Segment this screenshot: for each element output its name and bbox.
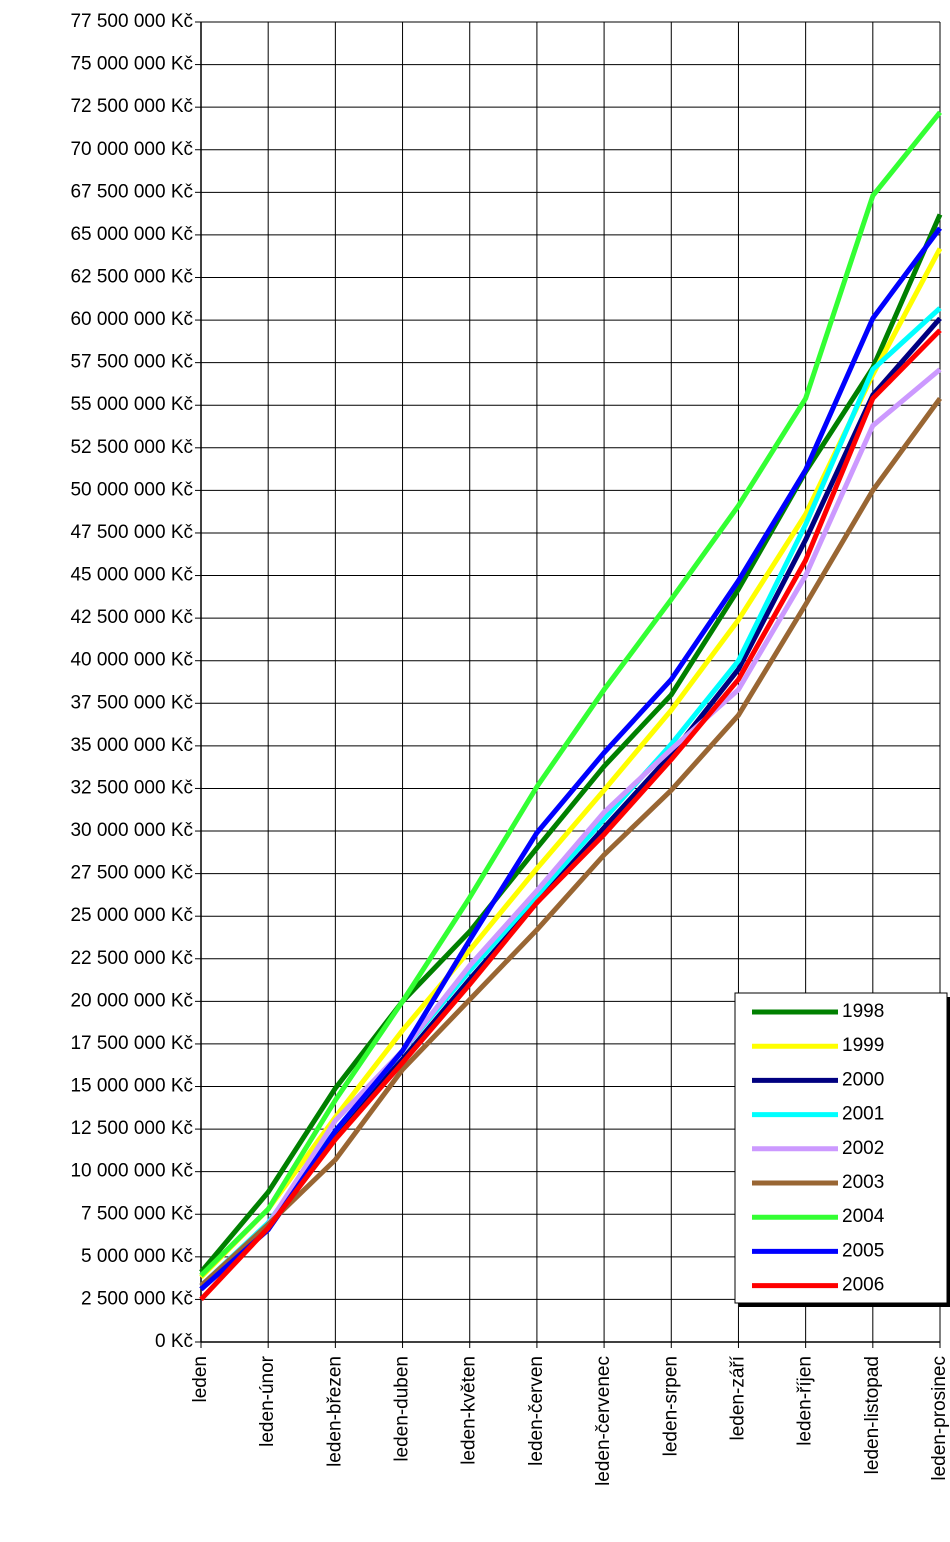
legend-label: 1999 <box>842 1035 884 1056</box>
series-line <box>199 396 943 1288</box>
legend-label: 1998 <box>842 1001 884 1022</box>
x-tick-label: leden-červen <box>526 1356 547 1466</box>
y-tick-label: 75 000 000 Kč <box>70 54 193 75</box>
y-tick-label: 5 000 000 Kč <box>81 1246 193 1267</box>
y-tick-label: 57 500 000 Kč <box>70 352 193 373</box>
legend-label: 2000 <box>842 1069 884 1090</box>
y-tick-label: 0 Kč <box>155 1331 193 1352</box>
legend-label: 2002 <box>842 1138 884 1159</box>
y-tick-label: 40 000 000 Kč <box>70 650 193 671</box>
y-tick-label: 27 500 000 Kč <box>70 863 193 884</box>
y-tick-label: 10 000 000 Kč <box>70 1161 193 1182</box>
x-tick-label: leden-březen <box>324 1356 345 1467</box>
y-tick-label: 65 000 000 Kč <box>70 224 193 245</box>
x-tick-label: leden-červenec <box>593 1356 614 1486</box>
x-tick-label: leden-říjen <box>795 1356 816 1446</box>
y-tick-label: 70 000 000 Kč <box>70 139 193 160</box>
y-tick-label: 42 500 000 Kč <box>70 607 193 628</box>
y-tick-label: 22 500 000 Kč <box>70 948 193 969</box>
y-tick-label: 50 000 000 Kč <box>70 479 193 500</box>
y-tick-label: 60 000 000 Kč <box>70 309 193 330</box>
legend-label: 2006 <box>842 1275 884 1296</box>
y-tick-label: 25 000 000 Kč <box>70 905 193 926</box>
y-tick-label: 55 000 000 Kč <box>70 394 193 415</box>
y-tick-label: 35 000 000 Kč <box>70 735 193 756</box>
x-tick-label: leden <box>190 1356 211 1403</box>
y-tick-label: 30 000 000 Kč <box>70 820 193 841</box>
y-tick-label: 20 000 000 Kč <box>70 990 193 1011</box>
y-tick-label: 32 500 000 Kč <box>70 777 193 798</box>
y-tick-label: 47 500 000 Kč <box>70 522 193 543</box>
x-tick-label: leden-květen <box>459 1356 480 1465</box>
y-tick-label: 15 000 000 Kč <box>70 1076 193 1097</box>
y-tick-label: 2 500 000 Kč <box>81 1288 193 1309</box>
legend-label: 2005 <box>842 1240 884 1261</box>
x-tick-label: leden-září <box>727 1355 748 1440</box>
y-tick-label: 72 500 000 Kč <box>70 96 193 117</box>
x-tick-label: leden-únor <box>257 1355 278 1447</box>
series-line <box>199 226 943 1292</box>
series-line <box>199 328 942 1302</box>
series-line <box>199 247 943 1280</box>
y-tick-label: 77 500 000 Kč <box>70 11 193 32</box>
y-tick-label: 67 500 000 Kč <box>70 181 193 202</box>
y-tick-label: 7 500 000 Kč <box>81 1203 193 1224</box>
x-tick-label: leden-duben <box>392 1356 413 1462</box>
legend-label: 2001 <box>842 1104 884 1125</box>
series-line <box>199 367 942 1288</box>
y-tick-label: 52 500 000 Kč <box>70 437 193 458</box>
series-line <box>199 110 942 1278</box>
y-tick-label: 62 500 000 Kč <box>70 266 193 287</box>
x-tick-label: leden-srpen <box>660 1356 681 1456</box>
y-tick-label: 12 500 000 Kč <box>70 1118 193 1139</box>
legend-label: 2004 <box>842 1206 885 1227</box>
y-tick-label: 37 500 000 Kč <box>70 692 193 713</box>
y-tick-label: 45 000 000 Kč <box>70 565 193 586</box>
x-tick-label: leden-prosinec <box>929 1356 950 1481</box>
legend-label: 2003 <box>842 1172 884 1193</box>
series-line <box>199 213 943 1274</box>
x-tick-label: leden-listopad <box>862 1356 883 1474</box>
y-tick-label: 17 500 000 Kč <box>70 1033 193 1054</box>
